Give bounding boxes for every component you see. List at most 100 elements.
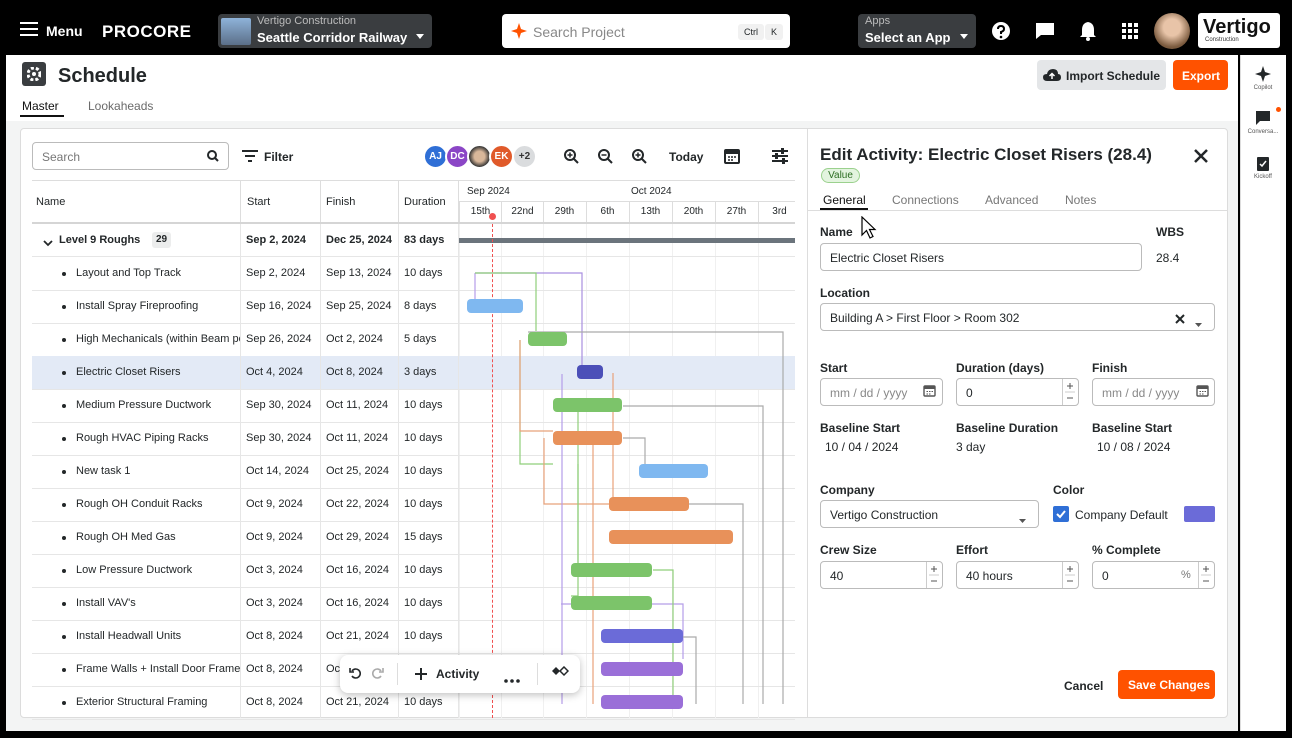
tab[interactable]: Master [22, 99, 59, 113]
task-duration: 5 days [404, 333, 437, 345]
bell-icon[interactable] [1079, 21, 1097, 41]
task-name[interactable]: Rough OH Med Gas [76, 531, 176, 543]
plus-icon[interactable] [415, 668, 427, 680]
task-name[interactable]: Frame Walls + Install Door Frames [76, 663, 240, 675]
input[interactable] [820, 303, 1215, 331]
rail-label[interactable]: Kickoff [1254, 174, 1272, 180]
gantt-bar[interactable] [601, 662, 683, 676]
zoom-icon[interactable] [632, 149, 647, 164]
gantt-bar[interactable] [528, 332, 567, 346]
apps-grid-icon[interactable] [1122, 23, 1138, 39]
gantt-bar[interactable] [609, 530, 733, 544]
date-icon[interactable] [923, 384, 936, 397]
task-name[interactable]: Rough OH Conduit Racks [76, 498, 203, 510]
rail-label[interactable]: Copilot [1253, 85, 1273, 91]
panel-tab[interactable]: Notes [1065, 193, 1097, 207]
panel-tab[interactable]: Advanced [985, 193, 1039, 207]
help-icon[interactable] [991, 21, 1011, 41]
spinner-arrows[interactable] [929, 565, 939, 585]
menu-label[interactable]: Menu [46, 23, 83, 39]
task-name[interactable]: High Mechanicals (within Beam po [76, 333, 240, 345]
clear-icon[interactable] [1175, 313, 1185, 324]
color-swatch[interactable] [1184, 506, 1215, 522]
task-duration: 15 days [404, 531, 443, 543]
task-name[interactable]: Low Pressure Ductwork [76, 564, 193, 576]
gantt-bar[interactable] [571, 563, 652, 577]
gantt-bar[interactable] [601, 629, 683, 643]
input[interactable] [820, 500, 1039, 528]
value-badge: Value [821, 168, 860, 183]
gantt-bar[interactable] [553, 398, 622, 412]
gantt-bar[interactable] [467, 299, 523, 313]
export-button[interactable] [1173, 60, 1228, 90]
chat-icon[interactable] [1035, 22, 1055, 40]
date-icon[interactable] [1196, 384, 1209, 397]
toolbar-divider [397, 663, 398, 685]
calendar-icon[interactable] [724, 148, 740, 164]
chevron[interactable] [43, 236, 53, 247]
input[interactable] [820, 378, 943, 406]
field-label: Baseline Start [820, 421, 901, 435]
settings-sliders[interactable] [772, 148, 788, 164]
search-input[interactable] [32, 142, 229, 170]
rail-label[interactable]: Conversa... [1247, 129, 1279, 135]
task-name[interactable]: Medium Pressure Ductwork [76, 399, 212, 411]
logo[interactable]: PROCORE [102, 22, 192, 41]
input[interactable] [820, 243, 1142, 271]
save-label[interactable]: Save Changes [1128, 678, 1211, 692]
task-name[interactable]: Electric Closet Risers [76, 366, 181, 378]
zoom-icon[interactable] [564, 149, 579, 164]
redo-icon[interactable] [372, 667, 384, 679]
gantt-bar[interactable] [639, 464, 708, 478]
more-icon[interactable] [504, 672, 520, 683]
menu-icon[interactable] [20, 22, 38, 36]
user-avatar[interactable] [1154, 13, 1190, 49]
task-name[interactable]: Layout and Top Track [76, 267, 181, 279]
spinner-arrows[interactable] [1065, 382, 1075, 402]
rail-icon[interactable] [1255, 155, 1271, 172]
add-activity[interactable]: Activity [436, 667, 480, 681]
gantt-bar[interactable] [577, 365, 603, 379]
gantt-bar[interactable] [609, 497, 689, 511]
filter-icon[interactable] [242, 150, 258, 162]
search-text: Search [42, 150, 81, 164]
input[interactable] [956, 378, 1079, 406]
gantt-bar[interactable] [571, 596, 652, 610]
avatar[interactable]: EK [489, 144, 514, 169]
task-name[interactable]: Install Headwall Units [76, 630, 182, 642]
undo-icon[interactable] [349, 667, 361, 679]
milestone-icon[interactable] [551, 665, 570, 680]
panel-tab[interactable]: Connections [892, 193, 959, 207]
gantt-bar[interactable] [553, 431, 622, 445]
task-name[interactable]: Install Spray Fireproofing [76, 300, 199, 312]
rail-icon[interactable] [1255, 110, 1271, 127]
avatar[interactable]: +2 [512, 144, 537, 169]
task-name[interactable]: New task 1 [76, 465, 131, 477]
checkbox[interactable] [1053, 506, 1069, 522]
gantt-bar[interactable] [601, 695, 683, 709]
close-icon[interactable] [1194, 149, 1208, 163]
week-line [458, 201, 795, 202]
task-start: Oct 8, 2024 [246, 663, 303, 675]
today-button[interactable]: Today [669, 150, 704, 164]
panel-tab[interactable]: General [823, 193, 866, 207]
task-name[interactable]: Exterior Structural Framing [76, 696, 208, 708]
spinner-arrows[interactable] [1201, 565, 1211, 585]
tab[interactable]: Lookaheads [88, 99, 154, 113]
avatar[interactable] [467, 144, 492, 169]
save-button[interactable] [1118, 670, 1215, 699]
filter-label[interactable]: Filter [264, 150, 294, 164]
task-name[interactable]: Install VAV's [76, 597, 136, 609]
input[interactable] [1092, 561, 1215, 589]
input[interactable] [956, 561, 1079, 589]
input[interactable] [1092, 378, 1215, 406]
zoom-icon[interactable] [598, 149, 613, 164]
cancel-button[interactable]: Cancel [1064, 679, 1104, 693]
input[interactable] [820, 561, 943, 589]
apps-selector[interactable] [858, 14, 976, 48]
project-selector[interactable] [218, 14, 432, 48]
rail-icon[interactable] [1255, 66, 1271, 83]
checkbox-label[interactable]: Company Default [1075, 508, 1168, 522]
spinner-arrows[interactable] [1065, 565, 1075, 585]
task-name[interactable]: Rough HVAC Piping Racks [76, 432, 209, 444]
